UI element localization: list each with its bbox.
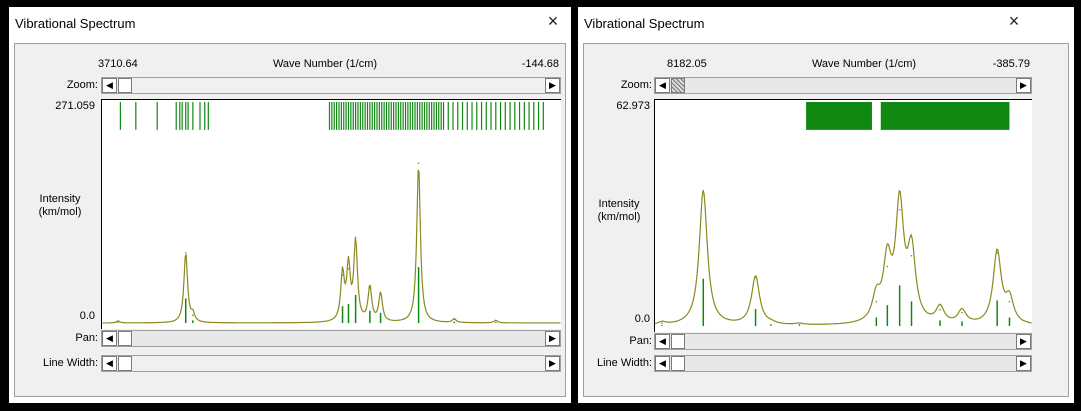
peak-point-0	[661, 322, 663, 325]
peak-point-8	[417, 162, 420, 165]
peak-point-5	[875, 300, 878, 303]
intensity-min-label: 0.0	[79, 310, 95, 322]
spectrum-envelope-line	[655, 189, 1032, 325]
peak-point-3	[770, 323, 772, 326]
spectrum-window-2: Vibrational Spectrum × 8182.05 Wave Numb…	[578, 7, 1074, 403]
peak-point-7	[898, 208, 901, 211]
spectrum-panel: 8182.05 Wave Number (1/cm) -385.79 Zoom:…	[583, 43, 1069, 397]
peak-point-1	[702, 190, 705, 192]
linewidth-right-arrow-icon[interactable]: ▶	[1016, 356, 1031, 371]
pan-left-arrow-icon[interactable]: ◀	[655, 334, 670, 349]
window-title: Vibrational Spectrum	[15, 16, 136, 31]
intensity-axis-label: Intensity	[598, 198, 640, 210]
spectrum-panel: 3710.64 Wave Number (1/cm) -144.68 Zoom:…	[14, 43, 566, 397]
intensity-units-label: (km/mol)	[38, 206, 82, 218]
peak-point-6	[369, 287, 371, 289]
close-icon[interactable]: ×	[1008, 11, 1020, 31]
linewidth-right-arrow-icon[interactable]: ▶	[545, 356, 560, 371]
pan-left-arrow-icon[interactable]: ◀	[102, 331, 117, 346]
peak-point-10	[494, 319, 497, 322]
wavenumber-left-value: 8182.05	[667, 58, 707, 70]
pan-slider-thumb[interactable]	[671, 334, 685, 349]
intensity-axis-label: Intensity	[39, 193, 81, 205]
scroll-left-arrow-icon[interactable]: ◀	[655, 78, 670, 93]
line-width-slider-thumb[interactable]	[118, 356, 132, 371]
spectrum-envelope-line	[102, 169, 561, 324]
line-width-slider-thumb[interactable]	[671, 356, 685, 371]
linewidth-left-arrow-icon[interactable]: ◀	[102, 356, 117, 371]
mode-marker-band-0	[806, 101, 872, 130]
peak-point-12	[1008, 300, 1011, 303]
scroll-right-arrow-icon[interactable]: ▶	[1016, 78, 1031, 93]
peak-point-9	[453, 318, 456, 320]
wavenumber-axis-label: Wave Number (1/cm)	[811, 58, 917, 70]
peak-point-11	[996, 252, 998, 254]
intensity-units-label: (km/mol)	[597, 211, 641, 223]
zoom-label: Zoom:	[66, 79, 98, 91]
peak-point-6	[886, 265, 889, 268]
mode-marker-band-1	[880, 101, 1010, 130]
spectrum-plot	[654, 99, 1032, 332]
line-width-label: Line Width:	[42, 357, 98, 369]
zoom-label: Zoom:	[620, 79, 652, 91]
window-title: Vibrational Spectrum	[584, 16, 705, 31]
pan-right-arrow-icon[interactable]: ▶	[1016, 334, 1031, 349]
peak-point-8	[910, 254, 913, 257]
peak-point-3	[341, 274, 344, 276]
title-bar[interactable]: Vibrational Spectrum ×	[9, 7, 571, 35]
line-width-label: Line Width:	[596, 357, 652, 369]
linewidth-left-arrow-icon[interactable]: ◀	[655, 356, 670, 371]
spectrum-window-1: Vibrational Spectrum × 3710.64 Wave Numb…	[9, 7, 571, 403]
close-icon[interactable]: ×	[547, 11, 559, 31]
wavenumber-right-value: -144.68	[521, 58, 559, 70]
wavenumber-axis-label: Wave Number (1/cm)	[272, 58, 378, 70]
wavenumber-left-value: 3710.64	[98, 58, 138, 70]
peak-point-2	[192, 314, 194, 317]
pan-scrollbar[interactable]: ◀ ▶	[654, 333, 1032, 350]
peak-point-0	[117, 320, 119, 322]
pan-right-arrow-icon[interactable]: ▶	[545, 331, 560, 346]
peak-point-4	[347, 267, 350, 270]
intensity-max-label: 62.973	[616, 100, 650, 112]
zoom-slider-thumb[interactable]	[671, 78, 685, 93]
peak-point-1	[184, 251, 187, 254]
zoom-scrollbar[interactable]: ◀ ▶	[654, 77, 1032, 94]
peak-point-5	[354, 242, 357, 244]
peak-point-9	[939, 309, 941, 311]
scroll-left-arrow-icon[interactable]: ◀	[102, 78, 117, 93]
peak-point-10	[961, 311, 963, 314]
spectrum-plot	[101, 99, 561, 329]
peak-point-2	[754, 276, 757, 279]
title-bar[interactable]: Vibrational Spectrum ×	[578, 7, 1074, 35]
peak-point-7	[379, 293, 382, 296]
pan-label: Pan:	[629, 335, 652, 347]
intensity-min-label: 0.0	[634, 313, 650, 325]
wavenumber-right-value: -385.79	[992, 58, 1030, 70]
pan-slider-thumb[interactable]	[118, 331, 132, 346]
pan-label: Pan:	[75, 332, 98, 344]
zoom-slider-thumb[interactable]	[118, 78, 132, 93]
zoom-scrollbar[interactable]: ◀ ▶	[101, 77, 561, 94]
pan-scrollbar[interactable]: ◀ ▶	[101, 330, 561, 347]
line-width-scrollbar[interactable]: ◀ ▶	[101, 355, 561, 372]
intensity-max-label: 271.059	[55, 100, 95, 112]
peak-point-4	[798, 323, 801, 326]
scroll-right-arrow-icon[interactable]: ▶	[545, 78, 560, 93]
line-width-scrollbar[interactable]: ◀ ▶	[654, 355, 1032, 372]
